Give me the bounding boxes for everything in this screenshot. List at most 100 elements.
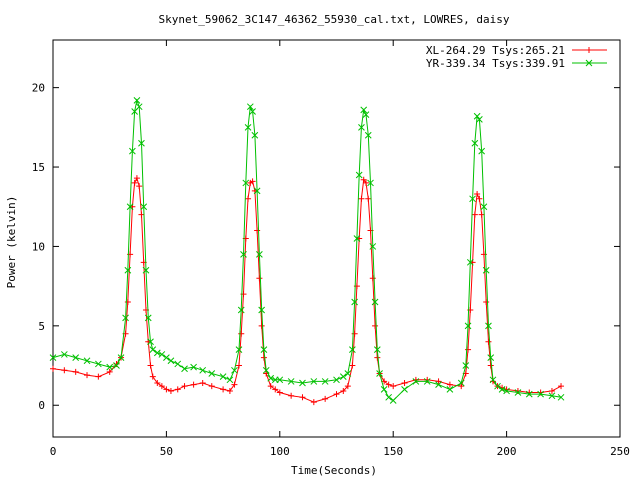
data-point (469, 195, 476, 203)
data-point (256, 275, 263, 282)
data-point (219, 373, 227, 381)
legend-marker (585, 59, 593, 67)
data-point (351, 298, 358, 306)
data-point (144, 314, 152, 322)
data-point (226, 387, 233, 394)
plot-frame (52, 39, 621, 438)
data-point (235, 346, 243, 354)
data-point (149, 346, 157, 354)
data-point (476, 116, 483, 123)
data-point (401, 386, 408, 393)
x-tick-label: 50 (160, 445, 173, 458)
series-yr (49, 96, 565, 404)
data-point (489, 376, 497, 384)
data-point (339, 373, 347, 381)
data-point (267, 383, 274, 390)
x-tick-label: 150 (383, 445, 403, 458)
data-point (181, 365, 188, 373)
data-point (167, 387, 174, 394)
data-point (50, 365, 56, 372)
data-point (367, 179, 374, 187)
plot-area: 0 50 100 150 200 250 0 5 10 15 20 (32, 39, 630, 458)
data-point (435, 378, 442, 385)
data-point (272, 386, 279, 393)
data-point (158, 351, 166, 358)
x-axis-label: Time(Seconds) (291, 464, 377, 477)
data-point (457, 379, 465, 387)
data-point (557, 393, 565, 401)
data-point (358, 195, 365, 202)
data-point (288, 392, 295, 399)
data-point (446, 381, 453, 388)
data-point (494, 382, 501, 390)
data-point (135, 103, 143, 111)
x-tick-label: 100 (270, 445, 290, 458)
data-point (136, 183, 143, 190)
data-point (220, 386, 227, 393)
data-point (423, 378, 431, 385)
data-point (208, 383, 215, 390)
data-point (147, 338, 154, 346)
data-point (61, 367, 68, 374)
legend-label: YR-339.34 Tsys:339.91 (426, 57, 565, 70)
data-point (333, 376, 340, 384)
data-point (340, 387, 347, 394)
data-point (344, 383, 351, 390)
data-point (122, 314, 129, 322)
chart-title: Skynet_59062_3C147_46362_55930_cal.txt, … (159, 13, 510, 26)
data-point (482, 266, 490, 274)
data-point (333, 391, 340, 398)
data-point (485, 322, 492, 330)
data-point (260, 354, 267, 361)
data-point (462, 362, 470, 369)
data-point (401, 380, 408, 387)
y-tick-label: 0 (38, 399, 45, 412)
data-point (473, 112, 481, 120)
data-point (474, 191, 481, 198)
data-point (84, 372, 91, 379)
data-point (190, 381, 197, 388)
data-point (487, 362, 494, 369)
data-point (60, 351, 68, 358)
data-point (258, 322, 265, 329)
data-point (256, 251, 263, 258)
series-line (52, 98, 562, 402)
data-point (260, 346, 268, 354)
data-point (369, 275, 376, 282)
x-tick-label: 0 (50, 445, 57, 458)
data-point (390, 383, 397, 390)
data-point (322, 395, 329, 402)
data-point (287, 378, 295, 385)
data-point (478, 211, 485, 218)
data-point (376, 370, 383, 377)
data-point (267, 374, 275, 382)
data-point (246, 103, 254, 111)
data-point (147, 362, 154, 369)
data-point (362, 111, 370, 118)
data-point (106, 368, 113, 375)
data-point (126, 203, 134, 211)
data-point (251, 131, 259, 139)
data-point (299, 379, 306, 387)
data-point (483, 299, 490, 306)
data-point (389, 397, 397, 404)
data-point (158, 383, 165, 390)
data-point (458, 383, 465, 390)
data-point (358, 123, 365, 131)
data-point (83, 357, 91, 365)
data-point (231, 366, 238, 374)
y-axis-label: Power (kelvin) (5, 196, 18, 289)
data-point (208, 370, 216, 377)
data-point (364, 131, 372, 139)
data-point (235, 362, 242, 369)
data-point (373, 346, 381, 354)
data-point (466, 258, 474, 266)
data-point (253, 187, 261, 195)
data-point (163, 354, 170, 361)
data-point (371, 298, 379, 306)
data-point (465, 346, 472, 353)
data-point (249, 108, 256, 115)
y-tick-label: 15 (32, 161, 45, 174)
